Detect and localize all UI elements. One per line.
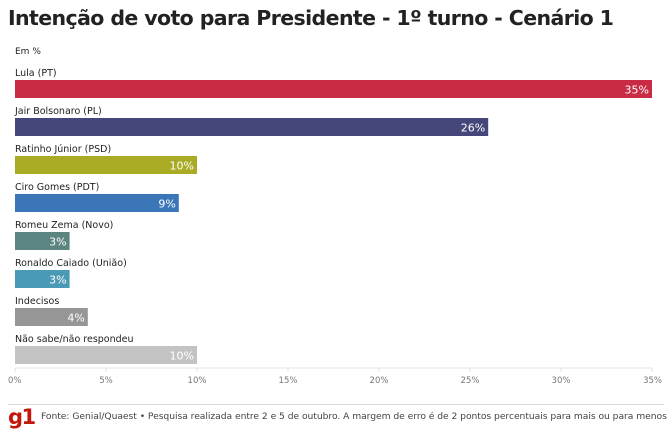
value-label-ciro-gomes-pdt: 9% (158, 198, 175, 211)
x-tick-label: 30% (552, 376, 571, 386)
bar-ciro-gomes-pdt (15, 194, 179, 212)
bar-romeu-zema-novo (15, 232, 70, 250)
x-tick-label: 0% (8, 376, 22, 386)
g1-logo: g1 (8, 405, 36, 429)
bar-ronaldo-caiado-uniao (15, 270, 70, 288)
bar-nao-sabe-nao-respondeu (15, 346, 197, 364)
value-label-romeu-zema-novo: 3% (49, 236, 66, 249)
category-label-ciro-gomes-pdt: Ciro Gomes (PDT) (15, 182, 99, 193)
category-label-jair-bolsonaro-pl: Jair Bolsonaro (PL) (14, 106, 102, 117)
category-label-nao-sabe-nao-respondeu: Não sabe/não respondeu (15, 334, 134, 345)
value-label-ratinho-junior-psd: 10% (170, 160, 194, 173)
category-label-ronaldo-caiado-uniao: Ronaldo Caiado (União) (15, 258, 127, 269)
x-tick-label: 15% (279, 376, 298, 386)
source-note: Fonte: Genial/Quaest • Pesquisa realizad… (41, 411, 667, 422)
bar-jair-bolsonaro-pl (15, 118, 489, 136)
category-label-indecisos: Indecisos (15, 296, 59, 307)
bar-chart: Lula (PT) 35% Jair Bolsonaro (PL) 26% Ratinh… (8, 68, 662, 386)
value-label-nao-sabe-nao-respondeu: 10% (170, 350, 194, 363)
x-tick-label: 5% (99, 376, 113, 386)
category-label-romeu-zema-novo: Romeu Zema (Novo) (15, 220, 113, 231)
value-label-ronaldo-caiado-uniao: 3% (49, 274, 66, 287)
x-tick-label: 10% (188, 376, 207, 386)
category-label-ratinho-junior-psd: Ratinho Júnior (PSD) (15, 144, 111, 155)
value-label-indecisos: 4% (67, 312, 84, 325)
chart-title: Intenção de voto para Presidente - 1º tu… (8, 6, 614, 30)
x-axis: 0% 5% 10% 15% 20% 25% 30% 35% (8, 367, 662, 386)
value-label-jair-bolsonaro-pl: 26% (461, 122, 485, 135)
x-tick-label: 25% (461, 376, 480, 386)
bar-lula-pt (15, 80, 652, 98)
x-tick-label: 20% (370, 376, 389, 386)
bar-indecisos (15, 308, 88, 326)
category-label-lula-pt: Lula (PT) (15, 68, 57, 79)
chart-unit: Em % (15, 47, 41, 57)
bars-group: Lula (PT) 35% Jair Bolsonaro (PL) 26% Ratinh… (14, 68, 652, 364)
value-label-lula-pt: 35% (625, 84, 649, 97)
x-tick-label: 35% (643, 376, 662, 386)
footer-divider (8, 404, 664, 405)
bar-ratinho-junior-psd (15, 156, 197, 174)
